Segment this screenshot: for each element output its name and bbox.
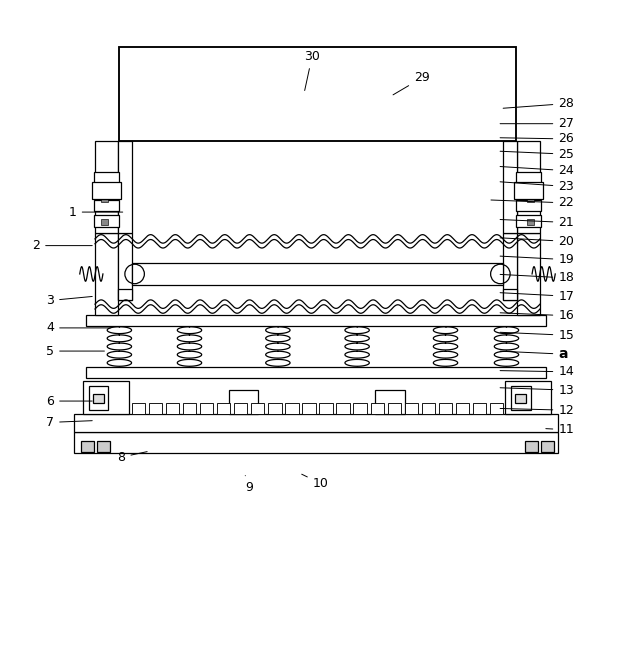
Bar: [94, 186, 119, 198]
Text: 20: 20: [500, 235, 574, 248]
Bar: [131, 263, 504, 285]
Bar: [504, 289, 517, 300]
Bar: [505, 381, 551, 414]
Bar: [268, 403, 281, 414]
Text: 14: 14: [500, 365, 574, 378]
Text: 23: 23: [500, 180, 574, 193]
Text: 28: 28: [503, 97, 574, 110]
Text: 16: 16: [500, 309, 574, 322]
Text: 30: 30: [304, 50, 320, 90]
Bar: [251, 403, 264, 414]
Text: 17: 17: [500, 290, 574, 303]
Bar: [86, 315, 546, 326]
Bar: [516, 186, 541, 198]
Text: 12: 12: [500, 403, 574, 417]
Bar: [86, 367, 546, 378]
Text: 25: 25: [500, 148, 574, 161]
Text: 22: 22: [491, 196, 574, 210]
Text: 3: 3: [46, 294, 92, 307]
Bar: [92, 182, 121, 199]
Bar: [94, 214, 119, 226]
Bar: [94, 172, 119, 184]
Text: 29: 29: [393, 71, 429, 95]
Bar: [95, 142, 118, 233]
Bar: [118, 142, 131, 233]
Bar: [149, 403, 162, 414]
Bar: [514, 182, 543, 199]
Bar: [525, 441, 538, 452]
Bar: [526, 196, 534, 202]
Bar: [516, 172, 541, 184]
Text: 4: 4: [46, 321, 110, 335]
Bar: [526, 219, 534, 226]
Bar: [118, 289, 131, 300]
Bar: [540, 441, 554, 452]
Text: 6: 6: [46, 395, 92, 407]
Bar: [354, 403, 367, 414]
Bar: [89, 386, 109, 409]
Bar: [456, 403, 469, 414]
Text: 26: 26: [500, 132, 574, 146]
Text: 5: 5: [46, 345, 104, 357]
Bar: [74, 432, 558, 453]
Bar: [101, 219, 109, 226]
Bar: [371, 403, 384, 414]
Bar: [285, 403, 298, 414]
Bar: [81, 441, 95, 452]
Text: 18: 18: [500, 271, 574, 285]
Text: 19: 19: [500, 253, 574, 266]
Bar: [302, 403, 316, 414]
Bar: [515, 393, 526, 403]
Text: 1: 1: [69, 206, 123, 218]
Text: 21: 21: [500, 216, 574, 229]
Bar: [404, 403, 418, 414]
Bar: [93, 393, 104, 403]
Bar: [319, 403, 333, 414]
Bar: [473, 403, 486, 414]
Bar: [511, 386, 531, 409]
Bar: [387, 403, 401, 414]
Bar: [166, 403, 179, 414]
Text: 10: 10: [302, 474, 328, 490]
Text: 2: 2: [32, 239, 92, 252]
Bar: [234, 403, 248, 414]
Bar: [517, 142, 540, 233]
Bar: [422, 403, 435, 414]
Bar: [504, 142, 517, 233]
Text: 13: 13: [500, 383, 574, 397]
Bar: [131, 403, 145, 414]
Text: 27: 27: [500, 117, 574, 130]
Text: 15: 15: [500, 329, 574, 342]
Text: 24: 24: [500, 164, 574, 177]
Bar: [439, 403, 452, 414]
Text: 9: 9: [245, 476, 253, 494]
Bar: [229, 390, 258, 414]
Bar: [516, 200, 541, 212]
Bar: [94, 200, 119, 212]
Bar: [101, 196, 109, 202]
Text: 7: 7: [46, 416, 92, 429]
Bar: [517, 233, 540, 315]
Bar: [97, 441, 110, 452]
Bar: [217, 403, 231, 414]
Bar: [74, 414, 558, 432]
Text: 11: 11: [546, 424, 574, 436]
Bar: [516, 214, 541, 226]
Text: 8: 8: [117, 451, 147, 464]
Bar: [119, 47, 516, 142]
Bar: [118, 233, 131, 300]
Bar: [375, 390, 404, 414]
Bar: [83, 381, 128, 414]
Bar: [504, 233, 517, 300]
Text: a: a: [500, 347, 568, 361]
Bar: [95, 233, 118, 315]
Bar: [183, 403, 196, 414]
Bar: [337, 403, 350, 414]
Bar: [490, 403, 504, 414]
Bar: [200, 403, 213, 414]
